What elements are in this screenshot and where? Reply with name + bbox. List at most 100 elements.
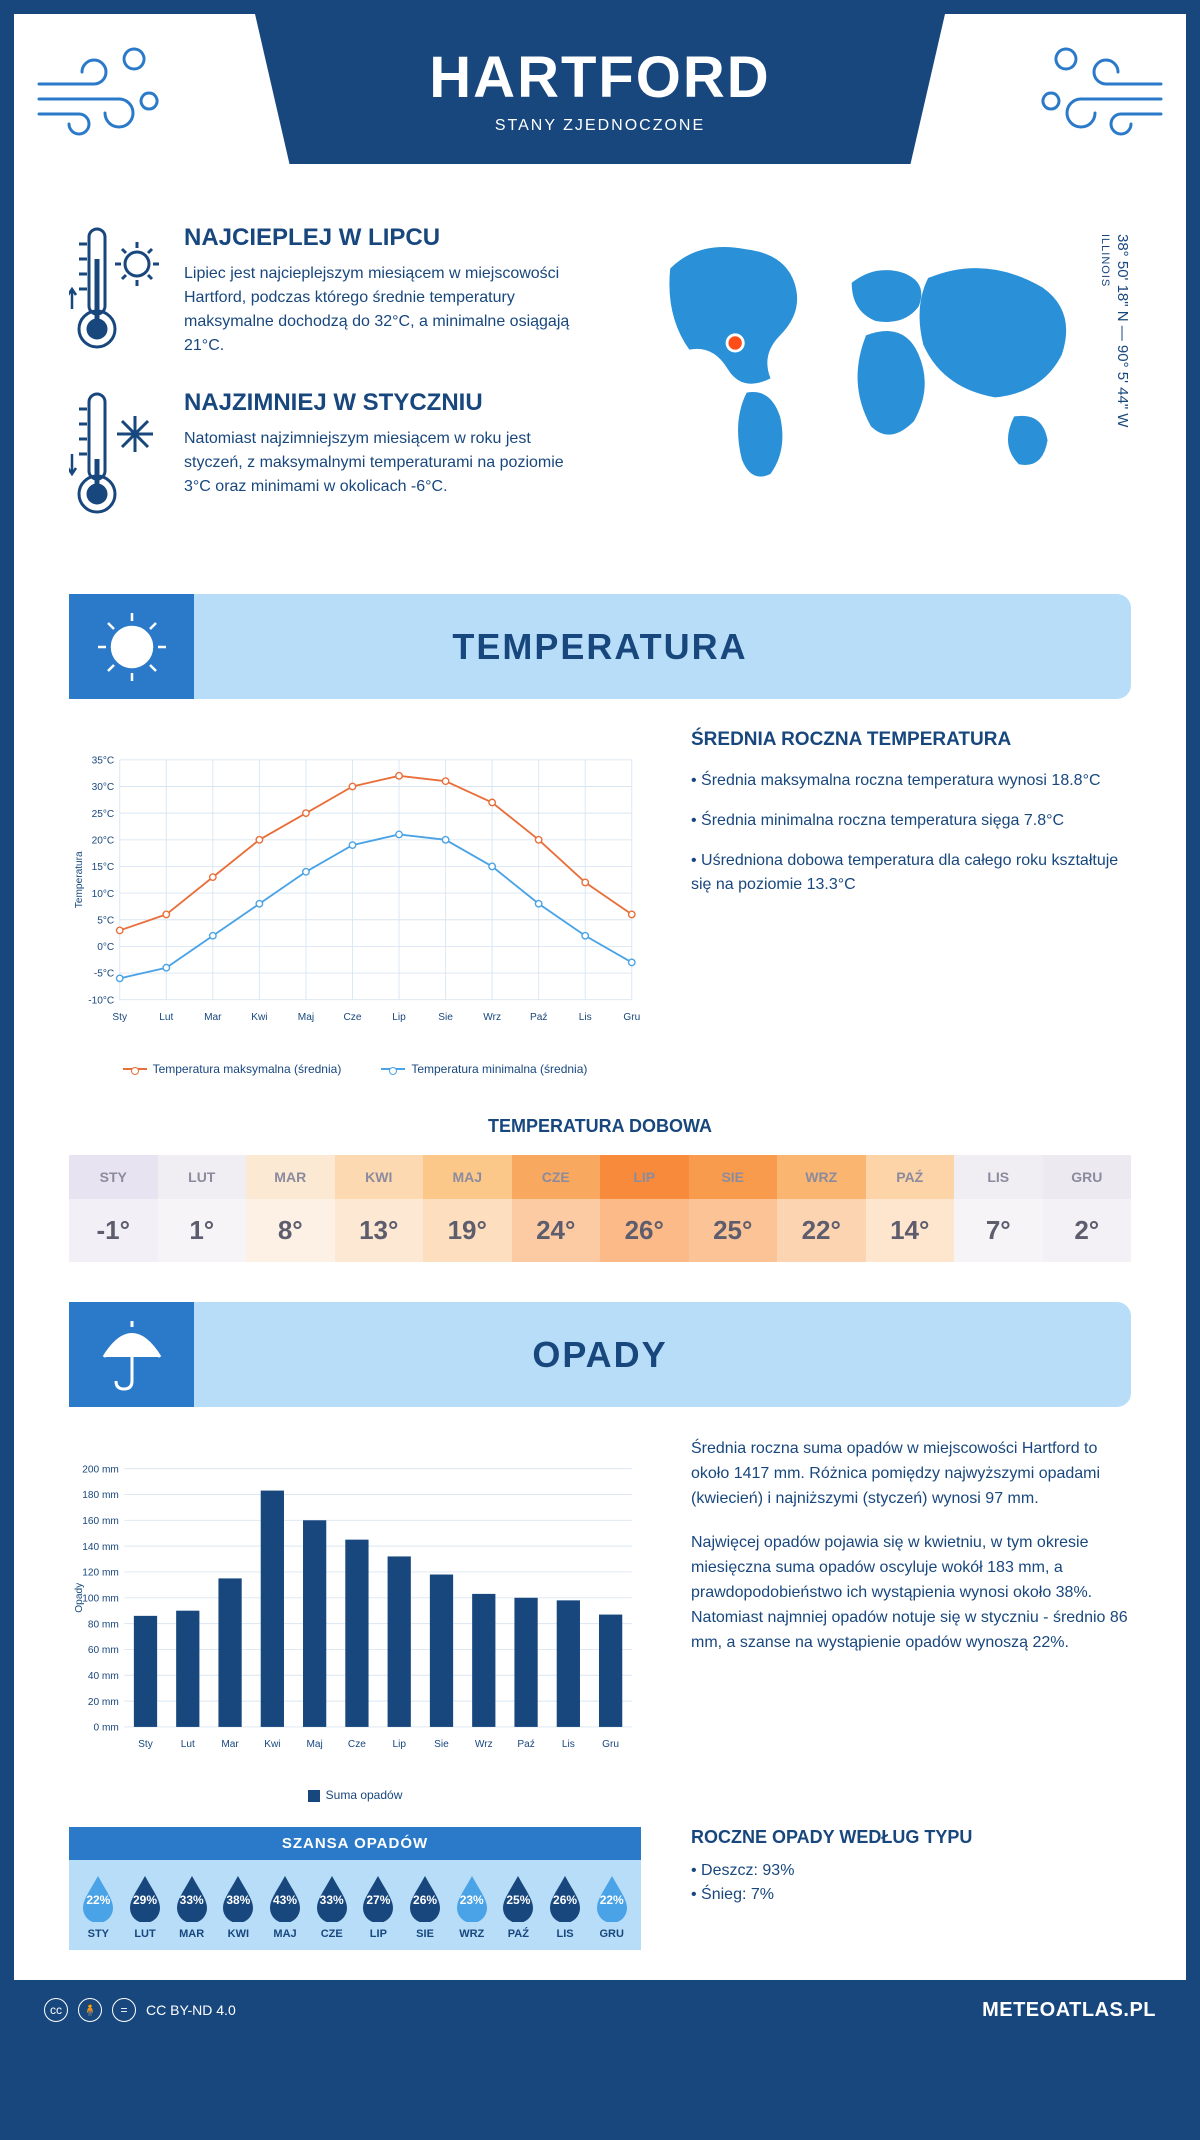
intro-text-column: NAJCIEPLEJ W LIPCU Lipiec jest najcieple… (69, 224, 592, 554)
daily-value: 22° (777, 1199, 866, 1262)
chance-pct: 22% (600, 1893, 624, 1907)
temp-bullet: • Średnia maksymalna roczna temperatura … (691, 769, 1131, 793)
chance-pct: 43% (273, 1893, 297, 1907)
daily-cell: PAŹ14° (866, 1155, 955, 1262)
svg-text:Lut: Lut (159, 1012, 173, 1023)
svg-text:Kwi: Kwi (251, 1012, 267, 1023)
chance-pct: 26% (413, 1893, 437, 1907)
daily-cell: SIE25° (689, 1155, 778, 1262)
svg-text:Temperatura: Temperatura (74, 851, 85, 908)
svg-text:Paź: Paź (530, 1012, 547, 1023)
svg-text:Wrz: Wrz (475, 1739, 493, 1750)
daily-month: CZE (512, 1155, 601, 1199)
raindrop-icon: 25% (499, 1874, 537, 1922)
svg-text:200 mm: 200 mm (82, 1464, 119, 1475)
svg-text:Sie: Sie (438, 1012, 453, 1023)
chance-cell: 26%SIE (402, 1874, 449, 1940)
raindrop-icon: 22% (593, 1874, 631, 1922)
chance-pct: 29% (133, 1893, 157, 1907)
raindrop-icon: 33% (173, 1874, 211, 1922)
daily-value: 14° (866, 1199, 955, 1262)
map-column: 38° 50' 18" N — 90° 5' 44" W ILLINOIS (632, 224, 1131, 554)
city-title: HARTFORD (429, 44, 770, 111)
svg-text:25°C: 25°C (92, 809, 115, 820)
bottom-row: SZANSA OPADÓW 22%STY29%LUT33%MAR38%KWI43… (14, 1827, 1186, 1980)
svg-text:35°C: 35°C (92, 756, 115, 767)
svg-text:30°C: 30°C (92, 782, 115, 793)
hottest-block: NAJCIEPLEJ W LIPCU Lipiec jest najcieple… (69, 224, 592, 359)
line-chart-legend: Temperatura maksymalna (średnia) Tempera… (69, 1062, 641, 1076)
daily-month: MAR (246, 1155, 335, 1199)
by-icon: 🧍 (78, 1998, 102, 2022)
temperature-info: ŚREDNIA ROCZNA TEMPERATURA • Średnia mak… (691, 729, 1131, 1076)
chance-month: KWI (215, 1928, 262, 1940)
raindrop-icon: 26% (546, 1874, 584, 1922)
daily-cell: LUT1° (158, 1155, 247, 1262)
daily-temp-heading: TEMPERATURA DOBOWA (14, 1116, 1186, 1137)
svg-text:Lip: Lip (392, 1012, 406, 1023)
type-heading: ROCZNE OPADY WEDŁUG TYPU (691, 1827, 1131, 1848)
svg-text:Mar: Mar (204, 1012, 222, 1023)
svg-text:Opady: Opady (74, 1582, 85, 1613)
country-subtitle: STANY ZJEDNOCZONE (495, 117, 705, 135)
chance-pct: 33% (320, 1893, 344, 1907)
chance-cell: 25% PAŹ (495, 1874, 542, 1940)
chance-month: PAŹ (495, 1928, 542, 1940)
cc-icon: cc (44, 1998, 68, 2022)
chance-month: MAJ (262, 1928, 309, 1940)
svg-text:Cze: Cze (348, 1739, 366, 1750)
chance-cell: 22% STY (75, 1874, 122, 1940)
daily-month: KWI (335, 1155, 424, 1199)
chance-cell: 43% MAJ (262, 1874, 309, 1940)
footer: cc 🧍 = CC BY-ND 4.0 METEOATLAS.PL (14, 1980, 1186, 2040)
sun-icon (69, 594, 194, 699)
umbrella-icon (69, 1302, 194, 1407)
raindrop-icon: 33% (313, 1874, 351, 1922)
infographic-page: HARTFORD STANY ZJEDNOCZONE (0, 0, 1200, 2054)
coldest-block: NAJZIMNIEJ W STYCZNIU Natomiast najzimni… (69, 389, 592, 524)
chance-month: STY (75, 1928, 122, 1940)
svg-text:20°C: 20°C (92, 835, 115, 846)
raindrop-icon: 26% (406, 1874, 444, 1922)
svg-text:10°C: 10°C (92, 889, 115, 900)
wind-icon (34, 44, 174, 144)
bar-chart-legend: Suma opadów (69, 1788, 641, 1802)
chance-month: WRZ (448, 1928, 495, 1940)
svg-text:40 mm: 40 mm (88, 1671, 119, 1682)
chance-pct: 22% (86, 1893, 110, 1907)
chance-month: GRU (588, 1928, 635, 1940)
svg-text:Sty: Sty (112, 1012, 128, 1023)
intro-section: NAJCIEPLEJ W LIPCU Lipiec jest najcieple… (14, 204, 1186, 584)
raindrop-icon: 23% (453, 1874, 491, 1922)
type-snow: • Śnieg: 7% (691, 1886, 1131, 1904)
svg-text:5°C: 5°C (97, 915, 114, 926)
precip-p2: Najwięcej opadów pojawia się w kwietniu,… (691, 1531, 1131, 1655)
daily-value: 1° (158, 1199, 247, 1262)
daily-value: 8° (246, 1199, 335, 1262)
precip-info: Średnia roczna suma opadów w miejscowośc… (691, 1437, 1131, 1802)
wind-icon (1026, 44, 1166, 144)
bar-legend-label: Suma opadów (326, 1788, 403, 1802)
precip-banner: OPADY (69, 1302, 1131, 1407)
thermometer-cold-icon (69, 389, 164, 524)
brand: METEOATLAS.PL (982, 1999, 1156, 2022)
daily-value: 24° (512, 1199, 601, 1262)
thermometer-hot-icon (69, 224, 164, 359)
raindrop-icon: 38% (219, 1874, 257, 1922)
svg-text:Maj: Maj (298, 1012, 314, 1023)
svg-text:100 mm: 100 mm (82, 1593, 119, 1604)
daily-value: 25° (689, 1199, 778, 1262)
raindrop-icon: 43% (266, 1874, 304, 1922)
svg-text:-10°C: -10°C (88, 995, 114, 1006)
svg-text:Gru: Gru (602, 1739, 619, 1750)
raindrop-icon: 29% (126, 1874, 164, 1922)
temp-bullet: • Uśredniona dobowa temperatura dla całe… (691, 849, 1131, 897)
svg-text:Gru: Gru (623, 1012, 640, 1023)
precip-section: 0 mm20 mm40 mm60 mm80 mm100 mm120 mm140 … (14, 1437, 1186, 1827)
svg-text:Sty: Sty (138, 1739, 154, 1750)
chance-pct: 38% (226, 1893, 250, 1907)
coldest-text: Natomiast najzimniejszym miesiącem w rok… (184, 427, 592, 499)
svg-text:0 mm: 0 mm (94, 1723, 119, 1734)
header: HARTFORD STANY ZJEDNOCZONE (14, 14, 1186, 204)
chance-cell: 26%LIS (542, 1874, 589, 1940)
